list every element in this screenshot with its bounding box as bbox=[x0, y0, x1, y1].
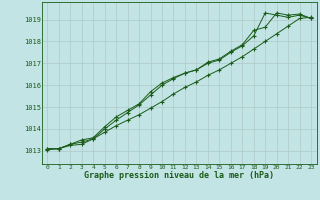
X-axis label: Graphe pression niveau de la mer (hPa): Graphe pression niveau de la mer (hPa) bbox=[84, 171, 274, 180]
